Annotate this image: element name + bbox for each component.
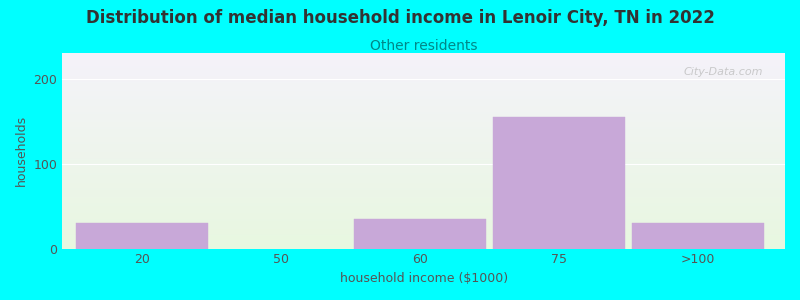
- Y-axis label: households: households: [15, 115, 28, 186]
- Text: City-Data.com: City-Data.com: [684, 67, 763, 77]
- Bar: [76, 223, 208, 249]
- X-axis label: household income ($1000): household income ($1000): [339, 272, 508, 285]
- Bar: [632, 223, 764, 249]
- Text: Distribution of median household income in Lenoir City, TN in 2022: Distribution of median household income …: [86, 9, 714, 27]
- Title: Other residents: Other residents: [370, 39, 478, 53]
- Bar: [354, 219, 486, 249]
- Bar: [493, 117, 625, 249]
